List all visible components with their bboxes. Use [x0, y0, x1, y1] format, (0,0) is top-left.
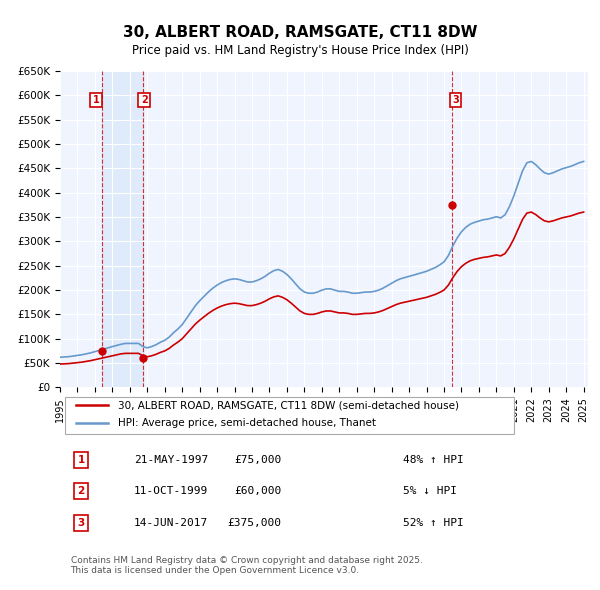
Text: HPI: Average price, semi-detached house, Thanet: HPI: Average price, semi-detached house,… [118, 418, 376, 428]
Text: 48% ↑ HPI: 48% ↑ HPI [403, 455, 464, 465]
Text: £75,000: £75,000 [235, 455, 282, 465]
Text: 30, ALBERT ROAD, RAMSGATE, CT11 8DW (semi-detached house): 30, ALBERT ROAD, RAMSGATE, CT11 8DW (sem… [118, 401, 459, 411]
Text: 5% ↓ HPI: 5% ↓ HPI [403, 486, 457, 496]
Text: 1: 1 [77, 455, 85, 465]
Text: 1: 1 [93, 95, 100, 105]
Bar [101, 71, 143, 388]
Text: Price paid vs. HM Land Registry's House Price Index (HPI): Price paid vs. HM Land Registry's House … [131, 44, 469, 57]
Text: Contains HM Land Registry data © Crown copyright and database right 2025.
This d: Contains HM Land Registry data © Crown c… [71, 556, 422, 575]
FancyBboxPatch shape [65, 396, 514, 434]
Text: 2: 2 [77, 486, 85, 496]
Text: 3: 3 [452, 95, 459, 105]
Text: 52% ↑ HPI: 52% ↑ HPI [403, 517, 464, 527]
Text: £375,000: £375,000 [228, 517, 282, 527]
Text: 21-MAY-1997: 21-MAY-1997 [134, 455, 208, 465]
Text: 14-JUN-2017: 14-JUN-2017 [134, 517, 208, 527]
Text: 2: 2 [141, 95, 148, 105]
Text: 11-OCT-1999: 11-OCT-1999 [134, 486, 208, 496]
Text: £60,000: £60,000 [235, 486, 282, 496]
Text: 30, ALBERT ROAD, RAMSGATE, CT11 8DW: 30, ALBERT ROAD, RAMSGATE, CT11 8DW [123, 25, 477, 40]
Text: 3: 3 [77, 517, 85, 527]
